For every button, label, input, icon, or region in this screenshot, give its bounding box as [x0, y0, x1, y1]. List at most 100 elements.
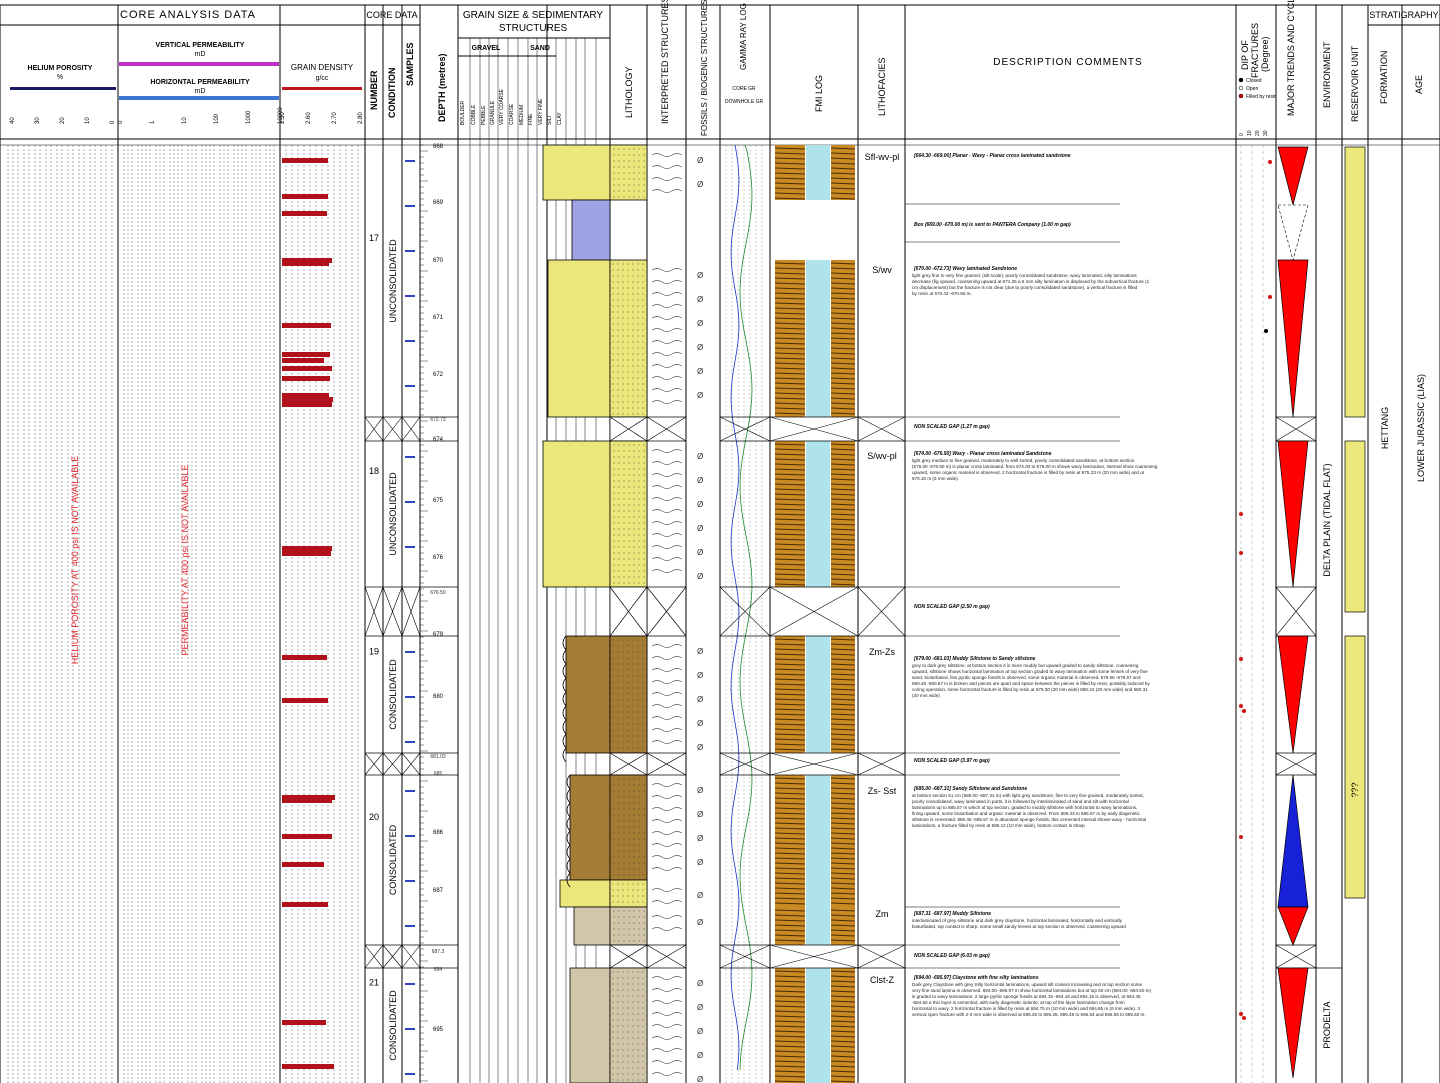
fmi-bed	[830, 807, 856, 810]
lithology-dot	[632, 705, 634, 707]
fmi-bed	[830, 1020, 856, 1023]
description-title: NON SCALED GAP (2.50 m gap)	[914, 604, 990, 610]
lithology-dot	[632, 1043, 634, 1045]
lithology-dot	[612, 335, 614, 337]
fmi-bed	[774, 448, 806, 451]
fmi-bed	[774, 728, 806, 731]
perm-tick-label: 10	[182, 117, 188, 124]
fmi-bed	[830, 738, 856, 741]
fmi-bed	[830, 837, 856, 840]
lithology-dot	[637, 293, 639, 295]
lithology-dot	[632, 687, 634, 689]
lithology-dot	[628, 820, 630, 822]
fmi-bed	[774, 468, 806, 471]
lithology-dot	[633, 916, 635, 918]
fmi-bed	[830, 1030, 856, 1033]
lithology-dot	[613, 462, 615, 464]
lithology-dot	[637, 371, 639, 373]
fmi-bed	[830, 167, 856, 170]
lithology-dot	[643, 546, 645, 548]
lithology-dot	[643, 832, 645, 834]
lithology-dot	[617, 1043, 619, 1045]
reservoir-unknown: ???	[1350, 782, 1360, 797]
lithology-dot	[632, 287, 634, 289]
fmi-bed	[774, 1000, 806, 1003]
lithology-dot	[642, 293, 644, 295]
fmi-bed	[774, 1060, 806, 1063]
lithology-dot	[637, 741, 639, 743]
lithology-dot	[642, 323, 644, 325]
lithology-dot	[617, 413, 619, 415]
lithology-dot	[632, 1007, 634, 1009]
lithology-dot	[617, 983, 619, 985]
environment-lower: PRODELTA	[1322, 1001, 1332, 1048]
fmi-bed	[830, 518, 856, 521]
lithology-dot	[612, 1061, 614, 1063]
lithology-dot	[637, 347, 639, 349]
lithology-dot	[643, 916, 645, 918]
depth-mark: 681.03	[430, 754, 446, 760]
lithology-dot	[637, 1055, 639, 1057]
lithology-dot	[613, 534, 615, 536]
lithology-dot	[622, 1043, 624, 1045]
lithology-dot	[612, 693, 614, 695]
lithology-dot	[637, 269, 639, 271]
lithology-dot	[642, 341, 644, 343]
porosity-color-bar	[10, 87, 116, 90]
fmi-bed	[830, 934, 856, 937]
fmi-bed	[774, 397, 806, 400]
permeability-not-available: PERMEABILITY AT 400 psi IS NOT AVAILABLE	[180, 464, 190, 655]
lithology-dot	[633, 516, 635, 518]
lithology-dot	[632, 895, 634, 897]
fmi-bed	[830, 703, 856, 706]
lithology-dot	[618, 172, 620, 174]
lithology-dot	[633, 784, 635, 786]
lithology-dot	[622, 675, 624, 677]
porosity-tick-label: 30	[35, 117, 41, 124]
lithology-dot	[643, 820, 645, 822]
lithology-dot	[642, 371, 644, 373]
fmi-bed	[774, 872, 806, 875]
lithology-dot	[637, 359, 639, 361]
fmi-bed	[774, 407, 806, 410]
lithology-dot	[622, 735, 624, 737]
fmi-bed	[830, 929, 856, 932]
lithology-dot	[633, 826, 635, 828]
fmi-bed	[830, 473, 856, 476]
fmi-bed	[774, 643, 806, 646]
lamination-symbol	[651, 728, 683, 732]
lithology-dot	[613, 444, 615, 446]
lithology-dot	[637, 675, 639, 677]
lithology-dot	[628, 456, 630, 458]
lithology-dot	[643, 528, 645, 530]
lithology-dot	[628, 540, 630, 542]
gamma-ray-track	[725, 144, 763, 1083]
lithology-dot	[613, 178, 615, 180]
gap-cross	[1275, 416, 1317, 442]
gap-cross	[646, 944, 687, 969]
lithology-dot	[628, 498, 630, 500]
lithology-dot	[622, 1025, 624, 1027]
lithology-dot	[627, 1001, 629, 1003]
lithology-dot	[618, 504, 620, 506]
lithology-dot	[618, 838, 620, 840]
description-comments: [664.30 -669.00] Planar - Wavy - Planar …	[905, 153, 1158, 1017]
fmi-bed	[830, 802, 856, 805]
lamination-symbol	[651, 704, 683, 708]
grain-size-bar	[547, 259, 611, 418]
fmi-bed	[830, 713, 856, 716]
lithology-dot	[633, 802, 635, 804]
lithology-dot	[637, 657, 639, 659]
fmi-bed	[774, 812, 806, 815]
lithology-dot	[628, 510, 630, 512]
lithology-header: LITHOLOGY	[624, 66, 634, 118]
fmi-bed	[830, 478, 856, 481]
gap-cross	[719, 752, 771, 776]
fossil-symbol: Ø	[697, 156, 703, 165]
lithology-dot	[622, 977, 624, 979]
gap-cross	[401, 752, 421, 776]
lithology-dot	[633, 844, 635, 846]
fmi-bed	[774, 822, 806, 825]
density-bar	[282, 1064, 334, 1069]
